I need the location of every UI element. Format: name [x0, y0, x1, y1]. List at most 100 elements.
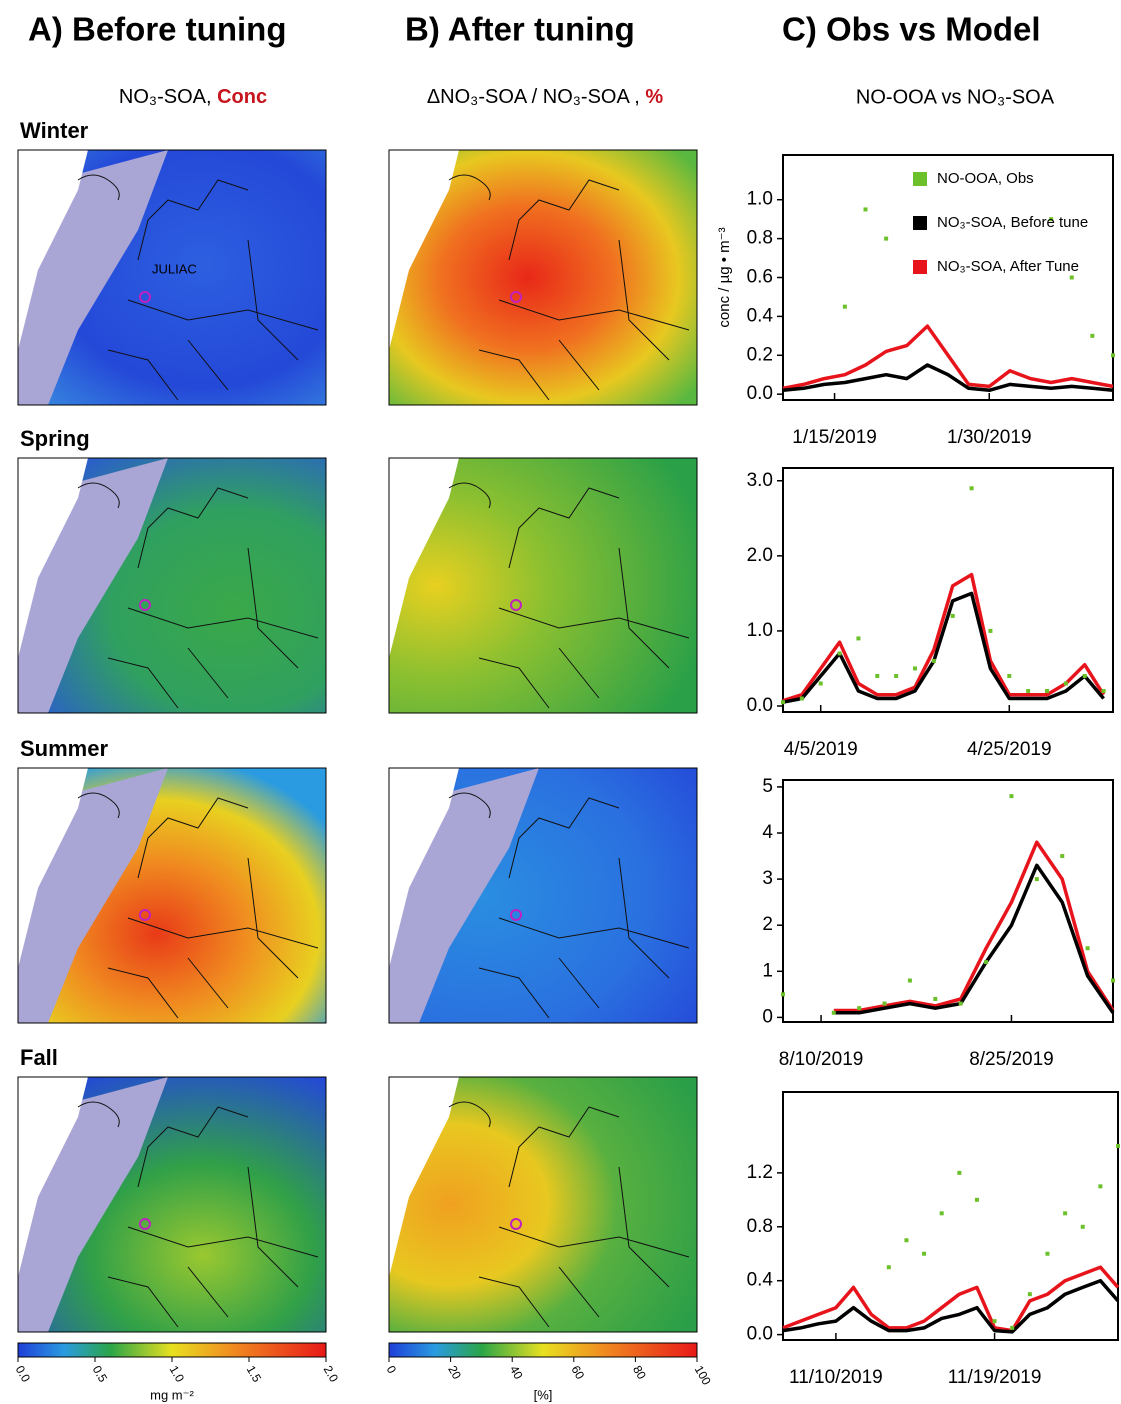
obs-point [1101, 688, 1106, 693]
x-tick-label: 11/19/2019 [948, 1367, 1042, 1388]
model-line [782, 324, 1114, 391]
colorbar-tick-label: 0 [384, 1363, 400, 1376]
obs-point [1063, 681, 1068, 686]
obs-point [984, 960, 989, 965]
y-tick-label: 1.0 [747, 189, 773, 210]
y-tick-label: 0.4 [747, 305, 774, 326]
subtitle-text: ΔNO₃-SOA / NO₃-SOA , [427, 86, 646, 108]
obs-point [863, 207, 868, 212]
colorbar-tick-label: 80 [630, 1363, 649, 1382]
map-frame [388, 1076, 698, 1333]
obs-point [1090, 333, 1095, 338]
obs-point [933, 996, 938, 1001]
subtitle-highlight: % [645, 86, 663, 108]
obs-point [884, 236, 889, 241]
map-outline [448, 792, 690, 1019]
obs-point [1049, 217, 1054, 222]
x-tick-label: 1/30/2019 [947, 427, 1032, 448]
obs-point [856, 636, 861, 641]
colorbar-label: mg m⁻² [150, 1387, 194, 1402]
obs-point [1082, 673, 1087, 678]
y-tick-label: 1.0 [747, 620, 773, 641]
model-line [782, 1278, 1120, 1334]
map-out-of-domain [389, 458, 459, 658]
map-frame [388, 149, 698, 406]
x-tick-label: 4/25/2019 [967, 739, 1052, 760]
y-tick-label: 0.0 [747, 383, 773, 404]
site-marker [139, 599, 151, 611]
obs-point [1116, 1143, 1120, 1148]
obs-point [1034, 877, 1039, 882]
y-tick-label: 0.4 [747, 1270, 774, 1291]
charts: 0.0 0.2 0.4 0.6 0.8 1.0 1/15/2019 1/30/2019 conc… [716, 154, 1120, 1388]
map-panel [17, 767, 327, 1024]
subtitle-text: NO₃-SOA, [119, 86, 217, 108]
obs-point [957, 1170, 962, 1175]
y-tick-label: 0 [762, 1006, 773, 1027]
colorbar-tick-label: 0.5 [90, 1363, 111, 1385]
x-tick-label: 4/5/2019 [784, 739, 858, 760]
season-label: Fall [20, 1045, 58, 1070]
colorbar [388, 1342, 698, 1358]
y-tick-label: 5 [762, 776, 773, 797]
obs-point [875, 673, 880, 678]
x-tick-label: 1/15/2019 [792, 427, 877, 448]
colorbar-label: [%] [534, 1387, 553, 1402]
site-marker [510, 291, 522, 303]
line-chart: 0.0 0.2 0.4 0.6 0.8 1.0 1/15/2019 1/30/2019 conc… [716, 154, 1115, 448]
obs-point [1069, 275, 1074, 280]
map-outline [77, 792, 319, 1019]
y-tick-label: 2.0 [747, 545, 773, 566]
obs-point [1111, 978, 1115, 983]
obs-point [913, 666, 917, 671]
obs-point [969, 486, 974, 491]
y-tick-label: 4 [762, 822, 773, 843]
y-tick-label: 0.6 [747, 267, 773, 288]
obs-point [799, 696, 804, 701]
line-chart: 0.0 1.0 2.0 3.0 4/5/2019 4/25/2019 [747, 467, 1114, 760]
map-outline [448, 174, 690, 401]
y-tick-label: 0.0 [747, 1324, 773, 1345]
colorbar-tick-label: 20 [445, 1363, 464, 1382]
colorbar-tick-label: 1.5 [244, 1363, 265, 1385]
y-tick-label: 1.2 [747, 1162, 773, 1183]
obs-point [1060, 854, 1065, 859]
obs-point [1080, 1224, 1085, 1229]
legend-label: NO₃-SOA, After Tune [937, 258, 1079, 275]
colorbar-tick-label: 40 [507, 1363, 526, 1382]
x-tick-label: 11/10/2019 [789, 1367, 883, 1388]
plot-frame [782, 467, 1114, 713]
column-heading: A) Before tuning [28, 11, 286, 48]
obs-point [894, 673, 899, 678]
obs-point [922, 1251, 927, 1256]
obs-point [1111, 353, 1115, 358]
legend-label: NO-OOA, Obs [937, 170, 1034, 187]
subtitle-highlight: Conc [217, 86, 267, 108]
map-out-of-domain [18, 150, 88, 350]
obs-point [907, 978, 912, 983]
obs-point [958, 1001, 963, 1006]
legend-swatch [913, 260, 927, 274]
obs-point [1098, 1184, 1103, 1189]
obs-point [831, 1010, 836, 1015]
model-line [782, 363, 1114, 393]
map-panel [388, 457, 698, 714]
line-chart: 0.0 0.4 0.8 1.2 11/10/2019 11/19/2019 [747, 1091, 1120, 1388]
model-line [782, 591, 1105, 704]
column-subtitle: NO-OOA vs NO₃-SOA [856, 86, 1055, 108]
map-frame [388, 457, 698, 714]
season-label: Winter [20, 118, 89, 143]
obs-point [1045, 1251, 1050, 1256]
obs-point [1026, 688, 1031, 693]
site-label: JULIAC [152, 261, 197, 276]
y-tick-label: 3 [762, 868, 773, 889]
plot-frame [782, 779, 1114, 1023]
y-tick-label: 0.2 [747, 344, 773, 365]
colorbar-tick-label: 0.0 [13, 1363, 34, 1385]
colorbar-tick-label: 1.0 [167, 1363, 188, 1385]
map-out-of-domain [18, 768, 88, 968]
map-panel [388, 1076, 698, 1333]
map-panel [17, 149, 327, 406]
x-tick-label: 8/10/2019 [779, 1049, 864, 1070]
